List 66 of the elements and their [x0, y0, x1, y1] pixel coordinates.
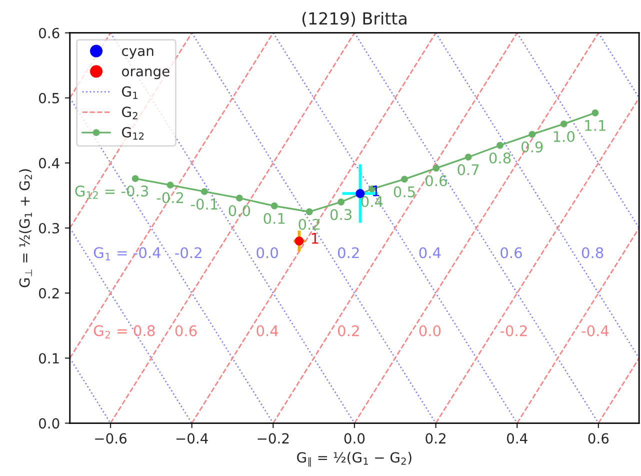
annotation: G$_{1}$ = -0.4 — [94, 247, 161, 260]
point — [592, 109, 599, 116]
point — [236, 194, 243, 202]
annotation: 0.9 — [522, 141, 543, 152]
y-tick-label: 0.5 — [38, 92, 59, 104]
annotation: 0.8 — [582, 247, 604, 258]
annotation: 0.6 — [426, 175, 447, 186]
legend-label: G$_{12}$ — [122, 127, 144, 140]
x-tick-label: 0.0 — [344, 433, 365, 444]
legend-label: cyan — [122, 48, 154, 59]
point — [560, 120, 568, 128]
annotation: 0.5 — [394, 186, 415, 198]
annotation: -0.2 — [175, 247, 202, 258]
point — [270, 202, 278, 210]
x-tick-label: −0.4 — [176, 433, 208, 444]
point — [464, 154, 472, 161]
legend-label: G$_{2}$ — [122, 106, 138, 120]
annotation: 0.4 — [361, 196, 383, 208]
annotation: 0.0 — [228, 205, 250, 216]
point — [294, 236, 304, 246]
annotation: 0.6 — [175, 325, 197, 336]
annotation: 1.0 — [554, 131, 574, 142]
annotation: 0.8 — [489, 152, 511, 164]
y-tick-label: 0.2 — [38, 288, 59, 299]
annotation: G$_{2}$ = 0.8 — [94, 325, 155, 338]
annotation: -0.2 — [500, 325, 527, 336]
x-tick-label: 0.2 — [426, 433, 446, 444]
point — [528, 130, 536, 138]
point — [132, 175, 139, 182]
annotation: 0.7 — [458, 164, 479, 176]
y-tick-label: 0.0 — [38, 418, 60, 429]
point — [401, 176, 408, 183]
x-tick-label: −0.6 — [95, 433, 127, 444]
annotation: 0.4 — [419, 247, 441, 258]
y-tick-label: 0.3 — [38, 222, 60, 234]
annotation: 0.6 — [500, 247, 522, 258]
annotation: 1 — [312, 233, 318, 244]
annotation: 0.0 — [419, 325, 441, 336]
x-axis-title: G$_{∥}$ = ½(G$_{1}$ − G$_{2}$) — [297, 452, 412, 467]
annotation: 1.1 — [585, 120, 606, 131]
annotation: -0.1 — [190, 198, 218, 210]
x-tick-label: 0.4 — [506, 433, 528, 444]
point — [496, 142, 504, 149]
annotation: 0.0 — [256, 247, 278, 258]
chart-title: (1219) Britta — [302, 12, 406, 27]
point — [432, 164, 440, 172]
annotation: 0.1 — [264, 212, 285, 224]
point — [166, 182, 174, 189]
y-axis-title: G$_{⊥}$ = ½(G$_{1}$ + G$_{2}$) — [19, 169, 32, 288]
annotation: -0.4 — [582, 325, 609, 336]
annotation: G$_{12}$ = -0.3 — [75, 186, 148, 199]
point — [200, 188, 208, 196]
legend-label: G$_{1}$ — [122, 86, 138, 99]
y-tick-label: 0.4 — [38, 158, 60, 168]
annotation: 0.2 — [338, 325, 359, 336]
point — [338, 198, 345, 206]
x-tick-label: 0.6 — [588, 433, 609, 444]
annotation: 0.4 — [256, 325, 278, 336]
point — [306, 208, 313, 216]
y-tick-label: 0.6 — [38, 28, 60, 38]
x-tick-label: −0.2 — [258, 433, 289, 444]
annotation: -0.2 — [156, 192, 184, 204]
legend-label: orange — [122, 68, 170, 80]
annotation: 0.3 — [330, 209, 352, 220]
annotation: 0.2 — [338, 247, 359, 258]
y-tick-label: 0.1 — [38, 353, 59, 364]
